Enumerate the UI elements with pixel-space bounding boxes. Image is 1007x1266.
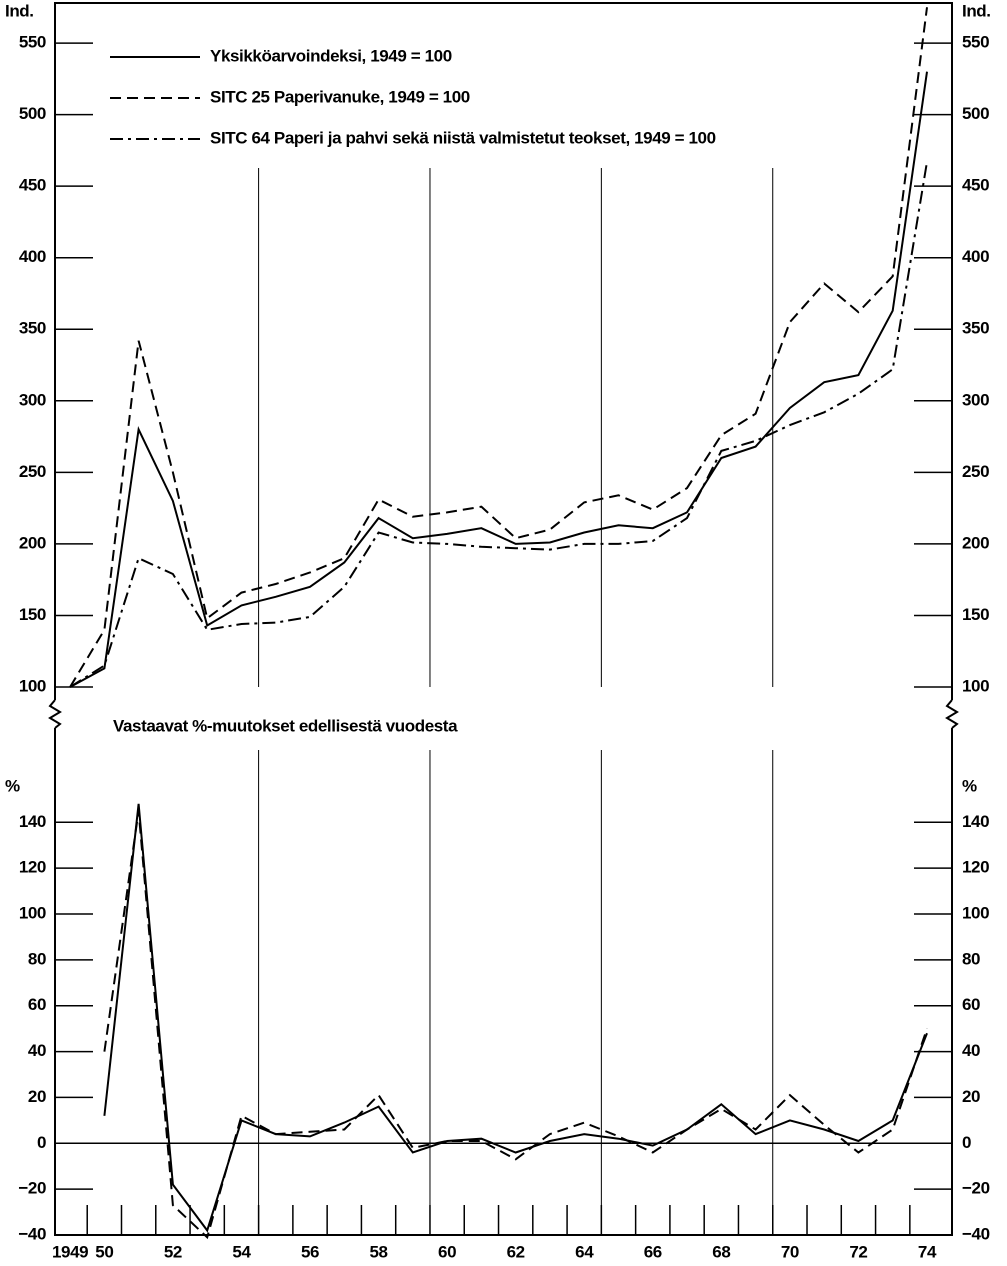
y2-tick-label: 450 — [962, 176, 989, 195]
series-line — [69, 161, 928, 688]
y2-tick-label: 80 — [962, 949, 980, 968]
y2-tick-label: 200 — [962, 533, 989, 552]
y-tick-label: 200 — [19, 533, 46, 552]
y-tick-label: 100 — [19, 903, 46, 922]
y2-tick-label: 250 — [962, 462, 989, 481]
y-tick-label: 250 — [19, 462, 46, 481]
legend-label: Yksikköarvoindeksi, 1949 = 100 — [210, 46, 452, 65]
x-tick-label: 56 — [301, 1242, 319, 1261]
series-line — [69, 7, 928, 688]
y2-tick-label: 400 — [962, 247, 989, 266]
y-tick-label: 20 — [28, 1087, 46, 1106]
y2-tick-label: −20 — [962, 1179, 990, 1198]
y-axis-label: % — [5, 776, 20, 795]
y-tick-label: 100 — [19, 676, 46, 695]
y-tick-label: 60 — [28, 995, 46, 1014]
y2-tick-label: 40 — [962, 1041, 980, 1060]
y-tick-label: 500 — [19, 104, 46, 123]
x-tick-label: 58 — [370, 1242, 388, 1261]
y2-tick-label: 20 — [962, 1087, 980, 1106]
x-tick-label: 64 — [575, 1242, 594, 1261]
y2-tick-label: 120 — [962, 858, 989, 877]
x-tick-label: 62 — [507, 1242, 525, 1261]
y-tick-label: 300 — [19, 390, 46, 409]
y2-axis-label: Ind. — [962, 1, 991, 20]
y2-tick-label: 550 — [962, 33, 989, 52]
y2-tick-label: 100 — [962, 676, 989, 695]
y2-tick-label: 350 — [962, 319, 989, 338]
panel-title: Vastaavat %-muutokset edellisestä vuodes… — [113, 716, 458, 735]
y-tick-label: 80 — [28, 949, 46, 968]
y2-tick-label: 500 — [962, 104, 989, 123]
x-tick-label: 70 — [781, 1242, 799, 1261]
series-line — [69, 71, 928, 688]
x-tick-label: 68 — [712, 1242, 730, 1261]
x-tick-label: 72 — [849, 1242, 867, 1261]
series-line — [103, 803, 928, 1233]
y-tick-label: 120 — [19, 858, 46, 877]
y2-tick-label: 0 — [962, 1133, 971, 1152]
y-tick-label: 350 — [19, 319, 46, 338]
y-tick-label: −20 — [18, 1179, 46, 1198]
x-tick-label: 1949 — [52, 1242, 88, 1261]
axis-break — [48, 699, 959, 729]
y-tick-label: 450 — [19, 176, 46, 195]
x-tick-label: 74 — [918, 1242, 937, 1261]
y2-tick-label: 60 — [962, 995, 980, 1014]
y2-axis-label: % — [962, 776, 977, 795]
y-tick-label: 140 — [19, 812, 46, 831]
x-tick-label: 66 — [644, 1242, 662, 1261]
y-tick-label: 0 — [37, 1133, 46, 1152]
y2-tick-label: 100 — [962, 903, 989, 922]
x-tick-label: 52 — [164, 1242, 182, 1261]
x-tick-label: 50 — [95, 1242, 113, 1261]
y2-tick-label: 150 — [962, 605, 989, 624]
y-axis-label: Ind. — [5, 1, 34, 20]
y2-tick-label: 300 — [962, 390, 989, 409]
y-tick-label: −40 — [18, 1224, 46, 1243]
y-tick-label: 40 — [28, 1041, 46, 1060]
y-tick-label: 550 — [19, 33, 46, 52]
legend-label: SITC 64 Paperi ja pahvi sekä niistä valm… — [210, 128, 716, 147]
y-tick-label: 400 — [19, 247, 46, 266]
legend-label: SITC 25 Paperivanuke, 1949 = 100 — [210, 87, 470, 106]
y2-tick-label: −40 — [962, 1224, 990, 1243]
series-line — [103, 810, 928, 1240]
plot-frame — [54, 2, 953, 1236]
x-tick-label: 54 — [232, 1242, 251, 1261]
y2-tick-label: 140 — [962, 812, 989, 831]
x-tick-label: 60 — [438, 1242, 456, 1261]
y-tick-label: 150 — [19, 605, 46, 624]
